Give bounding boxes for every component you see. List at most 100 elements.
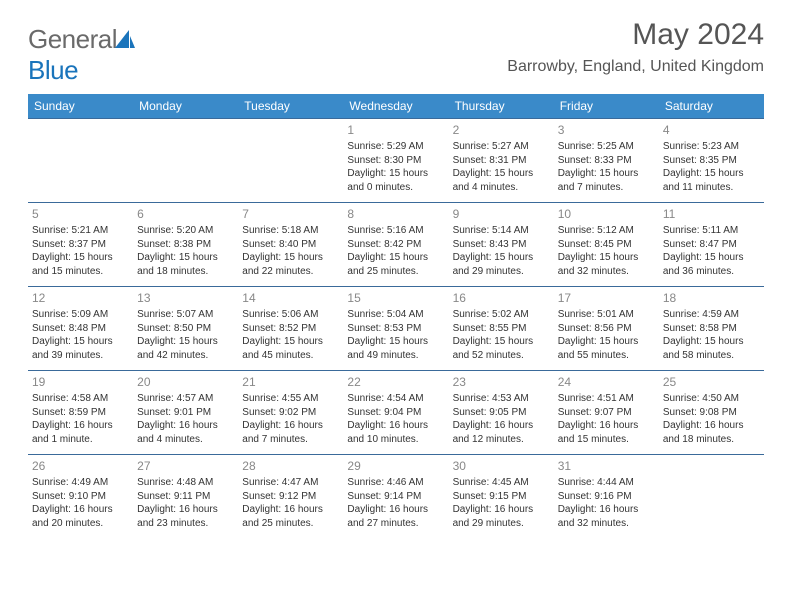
daylight-text: Daylight: 15 hours and 55 minutes.: [558, 335, 655, 362]
sunrise-text: Sunrise: 4:45 AM: [453, 476, 550, 490]
day-number: 16: [453, 290, 550, 306]
day-number: 31: [558, 458, 655, 474]
calendar-head: SundayMondayTuesdayWednesdayThursdayFrid…: [28, 94, 764, 119]
sunrise-text: Sunrise: 4:57 AM: [137, 392, 234, 406]
sunrise-text: Sunrise: 5:09 AM: [32, 308, 129, 322]
day-number: 7: [242, 206, 339, 222]
daylight-text: Daylight: 15 hours and 42 minutes.: [137, 335, 234, 362]
logo-text: GeneralBlue: [28, 24, 135, 86]
day-header: Monday: [133, 94, 238, 119]
calendar-day: 9Sunrise: 5:14 AMSunset: 8:43 PMDaylight…: [449, 203, 554, 287]
day-number: 14: [242, 290, 339, 306]
sunset-text: Sunset: 9:07 PM: [558, 406, 655, 420]
sunrise-text: Sunrise: 5:16 AM: [347, 224, 444, 238]
sunset-text: Sunset: 9:12 PM: [242, 490, 339, 504]
daylight-text: Daylight: 15 hours and 18 minutes.: [137, 251, 234, 278]
sunset-text: Sunset: 9:05 PM: [453, 406, 550, 420]
sunset-text: Sunset: 8:45 PM: [558, 238, 655, 252]
calendar-day: 1Sunrise: 5:29 AMSunset: 8:30 PMDaylight…: [343, 119, 448, 203]
daylight-text: Daylight: 16 hours and 20 minutes.: [32, 503, 129, 530]
day-number: 27: [137, 458, 234, 474]
calendar-week: 5Sunrise: 5:21 AMSunset: 8:37 PMDaylight…: [28, 203, 764, 287]
calendar-day: 26Sunrise: 4:49 AMSunset: 9:10 PMDayligh…: [28, 455, 133, 539]
daylight-text: Daylight: 16 hours and 12 minutes.: [453, 419, 550, 446]
sunrise-text: Sunrise: 4:46 AM: [347, 476, 444, 490]
calendar-week: 1Sunrise: 5:29 AMSunset: 8:30 PMDaylight…: [28, 119, 764, 203]
calendar-day: 5Sunrise: 5:21 AMSunset: 8:37 PMDaylight…: [28, 203, 133, 287]
day-number: 8: [347, 206, 444, 222]
calendar-day: 12Sunrise: 5:09 AMSunset: 8:48 PMDayligh…: [28, 287, 133, 371]
sunrise-text: Sunrise: 5:14 AM: [453, 224, 550, 238]
calendar-day: 30Sunrise: 4:45 AMSunset: 9:15 PMDayligh…: [449, 455, 554, 539]
day-number: 15: [347, 290, 444, 306]
calendar-day: 13Sunrise: 5:07 AMSunset: 8:50 PMDayligh…: [133, 287, 238, 371]
day-number: 29: [347, 458, 444, 474]
day-number: 13: [137, 290, 234, 306]
day-number: 3: [558, 122, 655, 138]
sunset-text: Sunset: 8:35 PM: [663, 154, 760, 168]
day-header: Sunday: [28, 94, 133, 119]
sunset-text: Sunset: 8:43 PM: [453, 238, 550, 252]
daylight-text: Daylight: 16 hours and 4 minutes.: [137, 419, 234, 446]
sunset-text: Sunset: 9:16 PM: [558, 490, 655, 504]
logo-text-blue: Blue: [28, 55, 78, 85]
sunset-text: Sunset: 8:47 PM: [663, 238, 760, 252]
sunrise-text: Sunrise: 5:27 AM: [453, 140, 550, 154]
daylight-text: Daylight: 15 hours and 36 minutes.: [663, 251, 760, 278]
calendar-day: 27Sunrise: 4:48 AMSunset: 9:11 PMDayligh…: [133, 455, 238, 539]
logo: GeneralBlue: [28, 24, 135, 86]
sunrise-text: Sunrise: 5:18 AM: [242, 224, 339, 238]
sunrise-text: Sunrise: 4:51 AM: [558, 392, 655, 406]
daylight-text: Daylight: 15 hours and 7 minutes.: [558, 167, 655, 194]
sunset-text: Sunset: 8:30 PM: [347, 154, 444, 168]
sunset-text: Sunset: 9:14 PM: [347, 490, 444, 504]
sunrise-text: Sunrise: 5:02 AM: [453, 308, 550, 322]
logo-text-gray: General: [28, 24, 117, 54]
calendar-day: 4Sunrise: 5:23 AMSunset: 8:35 PMDaylight…: [659, 119, 764, 203]
calendar-day: 18Sunrise: 4:59 AMSunset: 8:58 PMDayligh…: [659, 287, 764, 371]
calendar-day: [659, 455, 764, 539]
calendar-day: 7Sunrise: 5:18 AMSunset: 8:40 PMDaylight…: [238, 203, 343, 287]
calendar-day: 16Sunrise: 5:02 AMSunset: 8:55 PMDayligh…: [449, 287, 554, 371]
calendar-day: [28, 119, 133, 203]
day-number: 2: [453, 122, 550, 138]
day-number: 11: [663, 206, 760, 222]
day-number: 4: [663, 122, 760, 138]
location: Barrowby, England, United Kingdom: [507, 58, 764, 76]
calendar-day: 29Sunrise: 4:46 AMSunset: 9:14 PMDayligh…: [343, 455, 448, 539]
sunset-text: Sunset: 9:10 PM: [32, 490, 129, 504]
sunset-text: Sunset: 9:15 PM: [453, 490, 550, 504]
daylight-text: Daylight: 15 hours and 11 minutes.: [663, 167, 760, 194]
daylight-text: Daylight: 15 hours and 39 minutes.: [32, 335, 129, 362]
sunset-text: Sunset: 8:59 PM: [32, 406, 129, 420]
daylight-text: Daylight: 16 hours and 15 minutes.: [558, 419, 655, 446]
sunset-text: Sunset: 8:38 PM: [137, 238, 234, 252]
day-number: 20: [137, 374, 234, 390]
sunrise-text: Sunrise: 5:12 AM: [558, 224, 655, 238]
calendar-day: 20Sunrise: 4:57 AMSunset: 9:01 PMDayligh…: [133, 371, 238, 455]
sunset-text: Sunset: 8:53 PM: [347, 322, 444, 336]
day-number: 22: [347, 374, 444, 390]
day-number: 6: [137, 206, 234, 222]
daylight-text: Daylight: 16 hours and 10 minutes.: [347, 419, 444, 446]
calendar-day: [133, 119, 238, 203]
calendar-day: 3Sunrise: 5:25 AMSunset: 8:33 PMDaylight…: [554, 119, 659, 203]
daylight-text: Daylight: 15 hours and 22 minutes.: [242, 251, 339, 278]
calendar-day: 22Sunrise: 4:54 AMSunset: 9:04 PMDayligh…: [343, 371, 448, 455]
sunrise-text: Sunrise: 5:11 AM: [663, 224, 760, 238]
sunrise-text: Sunrise: 4:58 AM: [32, 392, 129, 406]
calendar-day: 11 Sunrise: 5:11 AMSunset: 8:47 PMDayligh…: [659, 203, 764, 287]
daylight-text: Daylight: 16 hours and 32 minutes.: [558, 503, 655, 530]
sunset-text: Sunset: 9:02 PM: [242, 406, 339, 420]
daylight-text: Daylight: 16 hours and 29 minutes.: [453, 503, 550, 530]
calendar-body: 1Sunrise: 5:29 AMSunset: 8:30 PMDaylight…: [28, 119, 764, 539]
sunrise-text: Sunrise: 5:20 AM: [137, 224, 234, 238]
day-number: 17: [558, 290, 655, 306]
daylight-text: Daylight: 15 hours and 52 minutes.: [453, 335, 550, 362]
calendar-day: 28Sunrise: 4:47 AMSunset: 9:12 PMDayligh…: [238, 455, 343, 539]
day-header: Thursday: [449, 94, 554, 119]
sunset-text: Sunset: 8:48 PM: [32, 322, 129, 336]
sunset-text: Sunset: 8:37 PM: [32, 238, 129, 252]
day-number: 1: [347, 122, 444, 138]
calendar-table: SundayMondayTuesdayWednesdayThursdayFrid…: [28, 94, 764, 539]
